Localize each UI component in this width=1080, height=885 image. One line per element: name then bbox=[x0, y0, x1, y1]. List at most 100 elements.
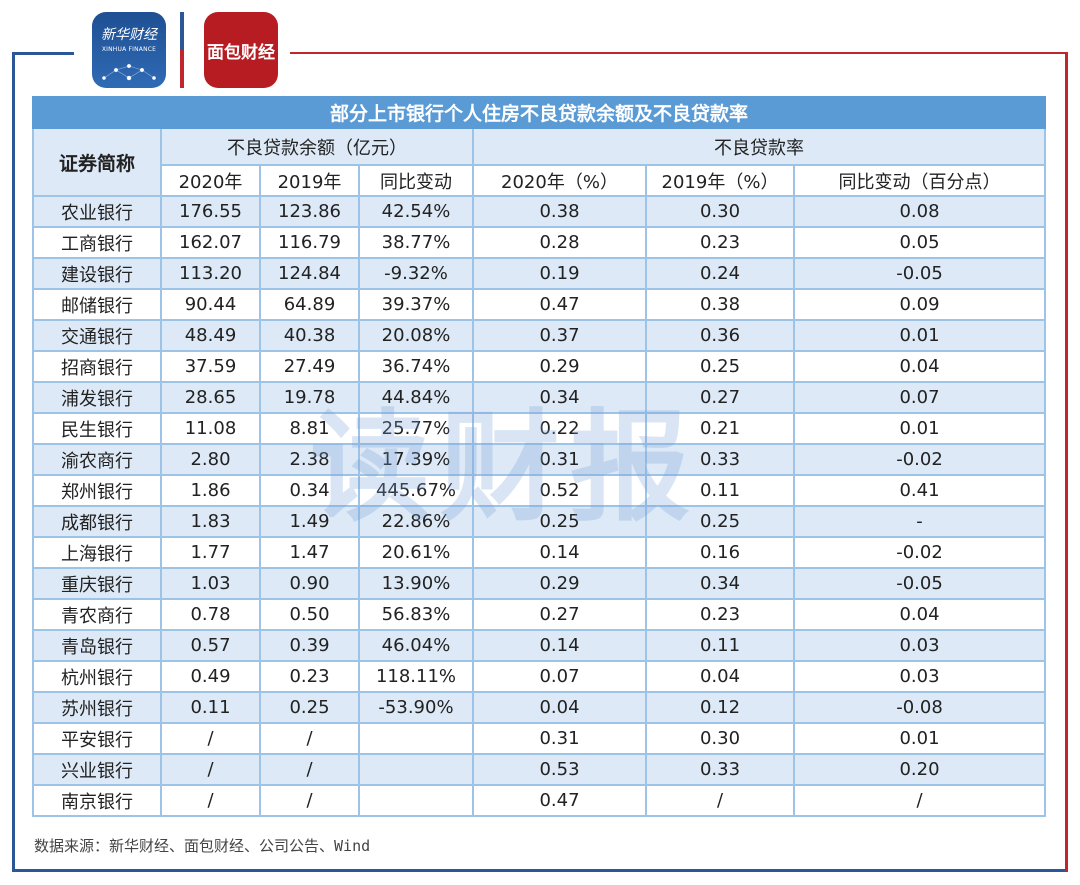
table-row: 平安银行 //0.31 0.30 0.01 bbox=[32, 722, 1046, 755]
value-cell: 0.33 bbox=[645, 753, 795, 786]
value-cell: 0.08 bbox=[793, 195, 1046, 228]
value-cell: 44.84% bbox=[358, 381, 474, 414]
value-cell: 1.77 bbox=[160, 536, 261, 569]
value-cell: 0.41 bbox=[793, 474, 1046, 507]
value-cell: 0.31 bbox=[472, 443, 647, 476]
value-cell: 0.25 bbox=[472, 505, 647, 538]
value-cell: 0.47 bbox=[472, 784, 647, 817]
value-cell: -9.32% bbox=[358, 257, 474, 290]
value-cell: 162.07 bbox=[160, 226, 261, 259]
value-cell: -0.08 bbox=[793, 691, 1046, 724]
value-cell: 64.89 bbox=[259, 288, 360, 321]
value-cell: 19.78 bbox=[259, 381, 360, 414]
value-cell: 0.25 bbox=[645, 505, 795, 538]
column-header: 2020年 bbox=[160, 164, 261, 197]
table-row: 工商银行 162.07 116.79 38.77% 0.28 0.23 0.05 bbox=[32, 226, 1046, 259]
value-cell: / bbox=[160, 722, 261, 755]
value-cell: 0.12 bbox=[645, 691, 795, 724]
value-cell: 0.39 bbox=[259, 629, 360, 662]
frame-border-top-right bbox=[290, 52, 1068, 54]
value-cell: / bbox=[160, 784, 261, 817]
frame-border-left bbox=[12, 52, 15, 872]
column-header: 同比变动 bbox=[358, 164, 474, 197]
value-cell: 0.22 bbox=[472, 412, 647, 445]
bank-name-cell: 民生银行 bbox=[32, 412, 162, 445]
value-cell: -0.02 bbox=[793, 443, 1046, 476]
column-header: 2019年 bbox=[259, 164, 360, 197]
table-row: 南京银行 //0.47// bbox=[32, 784, 1046, 817]
source-note: 数据来源：新华财经、面包财经、公司公告、Wind bbox=[34, 837, 371, 855]
table-row: 交通银行 48.49 40.38 20.08% 0.37 0.36 0.01 bbox=[32, 319, 1046, 352]
value-cell: -0.05 bbox=[793, 567, 1046, 600]
bank-name-cell: 交通银行 bbox=[32, 319, 162, 352]
value-cell: -0.02 bbox=[793, 536, 1046, 569]
value-cell: 0.01 bbox=[793, 319, 1046, 352]
header-security-name: 证券简称 bbox=[32, 127, 162, 197]
bank-name-cell: 南京银行 bbox=[32, 784, 162, 817]
value-cell: 0.04 bbox=[645, 660, 795, 693]
xinhua-logo-subtext: XINHUA FINANCE bbox=[101, 46, 157, 53]
table-row: 兴业银行 //0.53 0.33 0.20 bbox=[32, 753, 1046, 786]
value-cell: 90.44 bbox=[160, 288, 261, 321]
frame-border-top-left bbox=[12, 52, 74, 55]
value-cell: / bbox=[160, 753, 261, 786]
value-cell: 0.34 bbox=[259, 474, 360, 507]
value-cell: 0.38 bbox=[472, 195, 647, 228]
table-row: 渝农商行 2.80 2.38 17.39% 0.31 0.33 -0.02 bbox=[32, 443, 1046, 476]
bank-name-cell: 兴业银行 bbox=[32, 753, 162, 786]
logo-divider bbox=[180, 12, 184, 88]
value-cell: 0.14 bbox=[472, 536, 647, 569]
value-cell: 0.33 bbox=[645, 443, 795, 476]
value-cell: -0.05 bbox=[793, 257, 1046, 290]
value-cell: 0.47 bbox=[472, 288, 647, 321]
value-cell: 0.14 bbox=[472, 629, 647, 662]
value-cell: 1.47 bbox=[259, 536, 360, 569]
value-cell: 46.04% bbox=[358, 629, 474, 662]
value-cell: 0.38 bbox=[645, 288, 795, 321]
value-cell: 116.79 bbox=[259, 226, 360, 259]
value-cell: 0.78 bbox=[160, 598, 261, 631]
value-cell: 22.86% bbox=[358, 505, 474, 538]
bank-name-cell: 重庆银行 bbox=[32, 567, 162, 600]
value-cell: 0.16 bbox=[645, 536, 795, 569]
value-cell: 0.53 bbox=[472, 753, 647, 786]
column-header: 2019年（%） bbox=[645, 164, 795, 197]
value-cell: 176.55 bbox=[160, 195, 261, 228]
value-cell: 0.30 bbox=[645, 722, 795, 755]
value-cell: 2.80 bbox=[160, 443, 261, 476]
header-npl-balance: 不良贷款余额（亿元） bbox=[160, 127, 474, 166]
bank-name-cell: 建设银行 bbox=[32, 257, 162, 290]
bank-name-cell: 郑州银行 bbox=[32, 474, 162, 507]
value-cell: 0.34 bbox=[645, 567, 795, 600]
value-cell: 11.08 bbox=[160, 412, 261, 445]
bank-name-cell: 浦发银行 bbox=[32, 381, 162, 414]
value-cell: 0.19 bbox=[472, 257, 647, 290]
value-cell: 0.05 bbox=[793, 226, 1046, 259]
value-cell: 36.74% bbox=[358, 350, 474, 383]
value-cell: 0.30 bbox=[645, 195, 795, 228]
bank-name-cell: 杭州银行 bbox=[32, 660, 162, 693]
value-cell: / bbox=[259, 784, 360, 817]
value-cell: 0.29 bbox=[472, 567, 647, 600]
value-cell: 0.23 bbox=[645, 598, 795, 631]
value-cell: 0.49 bbox=[160, 660, 261, 693]
value-cell: 0.31 bbox=[472, 722, 647, 755]
mianbao-logo-text: 面包财经 bbox=[207, 43, 275, 63]
value-cell: 0.34 bbox=[472, 381, 647, 414]
value-cell: 0.28 bbox=[472, 226, 647, 259]
value-cell: 0.07 bbox=[793, 381, 1046, 414]
value-cell bbox=[358, 722, 474, 755]
value-cell: / bbox=[259, 722, 360, 755]
table-row: 上海银行 1.77 1.47 20.61% 0.14 0.16 -0.02 bbox=[32, 536, 1046, 569]
value-cell: 0.11 bbox=[645, 474, 795, 507]
value-cell: 0.90 bbox=[259, 567, 360, 600]
value-cell: 2.38 bbox=[259, 443, 360, 476]
value-cell: 27.49 bbox=[259, 350, 360, 383]
table-row: 浦发银行 28.65 19.78 44.84% 0.34 0.27 0.07 bbox=[32, 381, 1046, 414]
value-cell: 0.03 bbox=[793, 660, 1046, 693]
header-npl-ratio: 不良贷款率 bbox=[472, 127, 1046, 166]
value-cell: 0.37 bbox=[472, 319, 647, 352]
value-cell: / bbox=[259, 753, 360, 786]
value-cell: 118.11% bbox=[358, 660, 474, 693]
value-cell: 0.23 bbox=[645, 226, 795, 259]
